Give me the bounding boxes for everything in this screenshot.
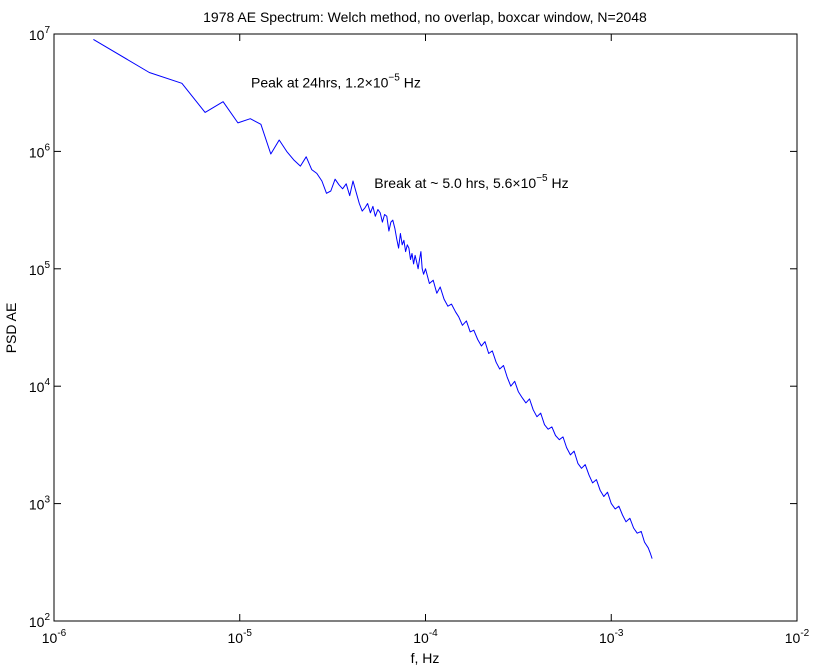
x-tick-label: 10-6	[42, 628, 67, 646]
x-axis: 10-6 10-5 10-4 10-3 10-2	[42, 34, 810, 646]
y-tick-label: 106	[29, 142, 51, 160]
y-tick-label: 104	[29, 377, 51, 395]
peak-annotation: Peak at 24hrs, 1.2×10−5 Hz	[251, 73, 421, 91]
y-tick-label: 103	[29, 495, 51, 513]
annotation-layer: Peak at 24hrs, 1.2×10−5 Hz Break at ~ 5.0…	[251, 73, 569, 191]
x-tick-label: 10-4	[413, 628, 438, 646]
x-tick-label: 10-5	[228, 628, 253, 646]
y-tick-label: 105	[29, 260, 51, 278]
y-axis-label: PSD AE	[3, 303, 19, 354]
x-tick-label: 10-2	[785, 628, 810, 646]
y-axis: 102 103 104 105 106 107	[29, 25, 797, 630]
x-tick-label: 10-3	[599, 628, 624, 646]
y-tick-label: 102	[29, 612, 51, 630]
psd-series-line-0	[93, 38, 653, 559]
chart-title: 1978 AE Spectrum: Welch method, no overl…	[203, 9, 647, 25]
x-axis-label: f, Hz	[411, 650, 440, 666]
series-layer	[93, 38, 653, 559]
y-tick-label: 107	[29, 25, 51, 43]
break-annotation: Break at ~ 5.0 hrs, 5.6×10−5 Hz	[374, 173, 568, 191]
